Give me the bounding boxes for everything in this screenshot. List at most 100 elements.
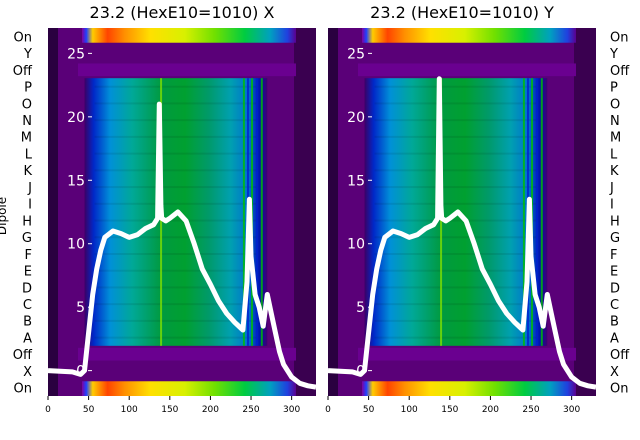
heatmap-row-stripe [374, 169, 538, 172]
x-tick-label: 200 [482, 405, 499, 415]
overlay-ytick-label: 15 [67, 173, 85, 189]
x-tick-label: 100 [121, 405, 138, 415]
row-label: X [23, 365, 32, 380]
row-label: C [23, 298, 32, 313]
row-label: On [14, 382, 32, 397]
overlay-ytick-label: 10 [347, 237, 365, 253]
heatmap-row-off [78, 63, 296, 77]
heatmap-row-stripe [94, 152, 258, 155]
row-label: P [24, 81, 32, 96]
row-label: I [28, 198, 32, 213]
panel-title-right: 23.2 (HexE10=1010) Y [370, 3, 554, 22]
x-tick-label: 50 [83, 405, 95, 415]
heatmap-row-stripe [94, 319, 258, 322]
overlay-line-right [327, 76, 597, 390]
heatmap-row-off [78, 347, 296, 361]
heatmap-row-stripe [374, 286, 538, 289]
row-label: D [610, 281, 620, 296]
row-label: D [22, 281, 32, 296]
row-label: N [22, 114, 32, 129]
overlay-ytick-label: 20 [67, 110, 85, 126]
panel-title-left: 23.2 (HexE10=1010) X [90, 3, 275, 22]
heatmap-edge [328, 28, 338, 396]
heatmap-row-stripe [94, 119, 258, 122]
row-label: A [610, 331, 619, 346]
x-tick-label: 0 [45, 405, 51, 415]
row-label: A [23, 331, 32, 346]
heatmap-row-stripe [94, 135, 258, 138]
x-ticks-right: 0 50 100 150 200 250 300 [325, 396, 580, 415]
heatmap-row-stripe [374, 102, 538, 105]
heatmap-row-stripe [94, 252, 258, 255]
x-tick-label: 150 [441, 405, 458, 415]
row-label: J [27, 181, 32, 196]
row-label: Off [13, 348, 33, 363]
row-label: P [610, 81, 618, 96]
row-label: E [24, 265, 32, 280]
row-label: J [609, 181, 614, 196]
row-label: Off [610, 348, 630, 363]
heatmap-row-hot [82, 381, 296, 396]
x-ticks-left: 0 50 100 150 200 250 300 [45, 396, 300, 415]
heatmap-row-stripe [374, 252, 538, 255]
heatmap-row-stripe [374, 319, 538, 322]
heatmap-row-stripe [374, 135, 538, 138]
x-tick-label: 200 [202, 405, 219, 415]
row-label: M [610, 131, 621, 146]
heatmap-row-stripe [94, 286, 258, 289]
overlay-ytick-label: 20 [347, 110, 365, 126]
row-label: I [610, 198, 614, 213]
x-tick-label: 150 [161, 405, 178, 415]
heatmap-row-hot [362, 28, 576, 43]
heatmap-row-stripe [374, 219, 538, 222]
row-label: K [610, 164, 619, 179]
heatmap-edge [574, 28, 596, 396]
heatmap-streak [540, 78, 543, 346]
x-tick-label: 250 [242, 405, 259, 415]
heatmap-row-hot [362, 381, 576, 396]
row-label: M [21, 131, 32, 146]
x-tick-label: 250 [522, 405, 539, 415]
row-label: Off [13, 64, 33, 79]
y-axis-label: Dipole [0, 197, 9, 235]
heatmap-edge [48, 28, 58, 396]
heatmap-streak [260, 78, 263, 346]
row-label: On [610, 30, 628, 45]
heatmap-row-stripe [94, 269, 258, 272]
overlay-ytick-label: 5 [356, 300, 365, 316]
x-tick-label: 300 [563, 405, 580, 415]
heatmap-row-stripe [374, 202, 538, 205]
heatmap-row-stripe [374, 152, 538, 155]
row-label: Y [23, 47, 32, 62]
heatmap-row-stripe [94, 236, 258, 239]
row-label: B [610, 315, 619, 330]
row-label: On [14, 30, 32, 45]
overlay-ytick-label: 15 [347, 173, 365, 189]
heatmap-row-stripe [94, 102, 258, 105]
overlay-series-line [327, 76, 597, 390]
row-label: H [610, 214, 620, 229]
heatmap-row-stripe [374, 269, 538, 272]
panel-left: 23.2 (HexE10=1010) X OnYOffPONMLKJIHGFED… [0, 3, 317, 415]
x-tick-label: 0 [325, 405, 331, 415]
overlay-series-line [47, 101, 317, 390]
heatmap-left [48, 28, 316, 396]
heatmap-row-stripe [94, 186, 258, 189]
x-tick-label: 50 [363, 405, 375, 415]
overlay-ytick-label: 5 [76, 300, 85, 316]
row-label: O [22, 97, 32, 112]
row-label: K [23, 164, 32, 179]
overlay-ytick-label: 10 [67, 237, 85, 253]
row-label: F [610, 248, 617, 263]
heatmap-row-stripe [94, 303, 258, 306]
row-label: L [610, 147, 618, 162]
row-label: O [610, 97, 620, 112]
heatmap-row-stripe [374, 186, 538, 189]
heatmap-row-stripe [94, 85, 258, 88]
heatmap-streak [522, 78, 525, 346]
heatmap-row-stripe [374, 119, 538, 122]
